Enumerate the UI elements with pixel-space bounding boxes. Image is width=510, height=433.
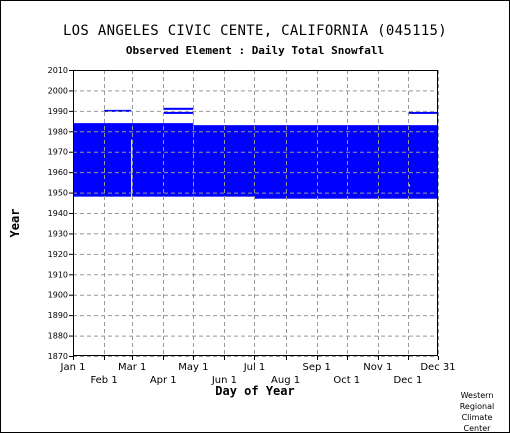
y-tick-label: 1950 bbox=[48, 189, 68, 198]
x-tick-label: Apr 1 bbox=[150, 375, 177, 386]
y-tick-label: 1940 bbox=[48, 209, 68, 218]
coverage-gap bbox=[131, 139, 133, 197]
credit-line: Center bbox=[463, 424, 491, 433]
record-line bbox=[407, 111, 438, 114]
y-axis-label: Year bbox=[8, 208, 22, 238]
credit-line: Western bbox=[460, 391, 494, 400]
x-tick-label: Nov 1 bbox=[363, 362, 392, 373]
y-tick-label: 1900 bbox=[48, 291, 68, 300]
y-tick-label: 1920 bbox=[48, 250, 68, 259]
y-tick-label: 1960 bbox=[48, 168, 68, 177]
chart-subtitle: Observed Element : Daily Total Snowfall bbox=[125, 44, 385, 57]
chart-title: LOS ANGELES CIVIC CENTE, CALIFORNIA (045… bbox=[62, 23, 448, 39]
y-tick-label: 1980 bbox=[48, 127, 68, 136]
x-tick-label: Dec 1 bbox=[393, 375, 422, 386]
x-tick-label: Sep 1 bbox=[302, 362, 330, 373]
x-tick-label: Dec 31 bbox=[420, 362, 455, 373]
y-tick-label: 1870 bbox=[48, 352, 68, 361]
coverage-gap bbox=[408, 184, 410, 187]
x-tick-label: Jan 1 bbox=[60, 362, 86, 373]
credit-line: Climate bbox=[461, 413, 493, 422]
record-line bbox=[163, 111, 194, 114]
y-tick-label: 1890 bbox=[48, 311, 68, 320]
record-line bbox=[163, 107, 194, 110]
y-tick-label: 1880 bbox=[48, 332, 68, 341]
y-tick-label: 2000 bbox=[48, 86, 68, 95]
x-tick-label: Aug 1 bbox=[271, 375, 300, 386]
x-tick-label: Oct 1 bbox=[333, 375, 360, 386]
y-tick-label: 1930 bbox=[48, 229, 68, 238]
x-tick-label: Feb 1 bbox=[90, 375, 117, 386]
credit-line: Regional bbox=[459, 402, 495, 411]
x-axis-label: Day of Year bbox=[215, 384, 295, 398]
y-tick-label: 1910 bbox=[48, 270, 68, 279]
x-tick-label: May 1 bbox=[178, 362, 208, 373]
x-tick-label: Jun 1 bbox=[211, 375, 237, 386]
x-tick-label: Mar 1 bbox=[118, 362, 146, 373]
y-tick-label: 1990 bbox=[48, 107, 68, 116]
coverage-block bbox=[254, 125, 438, 199]
wrcc-credit: Western Regional Climate Center bbox=[451, 390, 503, 433]
y-tick-label: 1970 bbox=[48, 148, 68, 157]
x-tick-label: Jul 1 bbox=[243, 362, 266, 373]
coverage-block bbox=[73, 123, 194, 197]
y-tick-label: 2010 bbox=[48, 66, 68, 75]
coverage-block bbox=[193, 125, 255, 197]
plot-border bbox=[73, 70, 438, 356]
